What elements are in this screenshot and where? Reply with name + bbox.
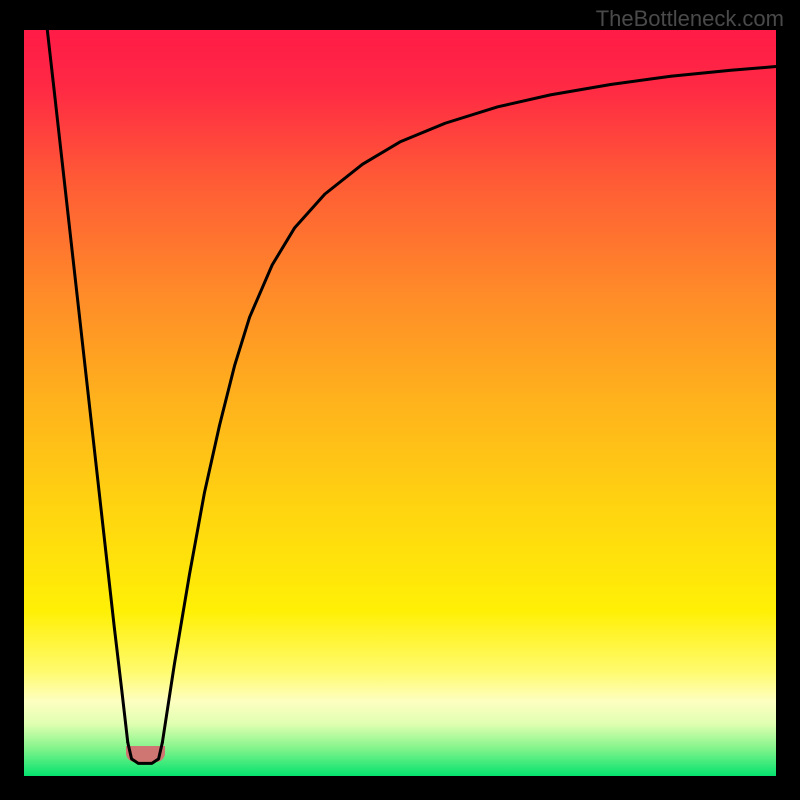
curve-valley bbox=[128, 742, 163, 763]
curve-left bbox=[47, 30, 127, 742]
watermark-text: TheBottleneck.com bbox=[596, 6, 784, 32]
curve-plot bbox=[24, 30, 776, 776]
plot-area bbox=[24, 30, 776, 776]
curve-right bbox=[162, 67, 776, 743]
